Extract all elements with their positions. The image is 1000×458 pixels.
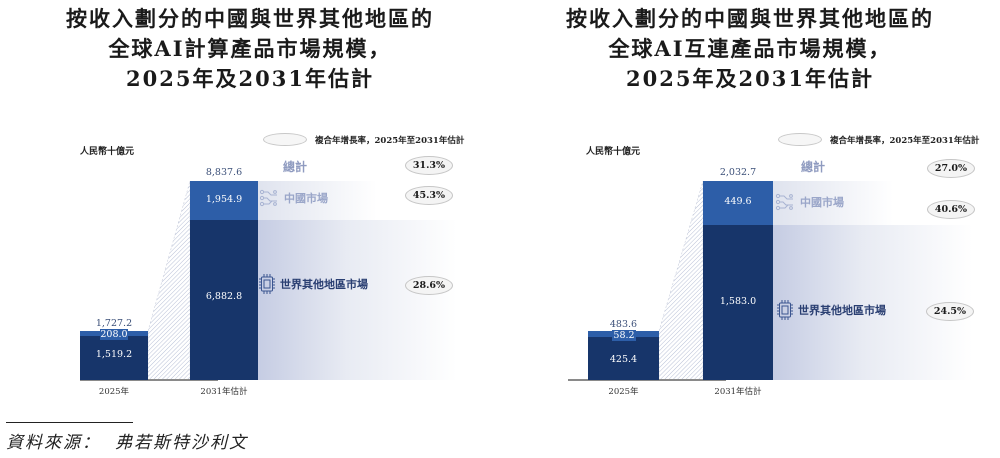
title-line-1: 按收入劃分的中國與世界其他地區的 [66,6,434,31]
bar-2025-row [588,337,659,380]
source-divider [6,422,133,423]
bar-2031-row-label: 6,882.8 [205,291,243,302]
cagr-legend-text: 複合年增長率，2025年至2031年估計 [830,135,980,146]
x-axis [80,379,218,381]
compute-chart-panel: 按收入劃分的中國與世界其他地區的 全球AI計算產品市場規模， 2025年及203… [0,0,500,400]
growth-connector [148,181,191,381]
bar-2031-total-label: 8,837.6 [205,167,243,178]
china-label-text: 中國市場 [800,196,844,209]
cagr-legend-text: 複合年增長率，2025年至2031年估計 [315,135,465,146]
row-series-label: 世界其他地區市場 [259,274,368,294]
cagr-row-pill: 28.6% [405,276,453,295]
chip-icon [259,274,275,294]
china-series-label: 中國市場 [775,193,844,211]
circuit-icon [775,193,793,211]
interconnect-chart-panel: 按收入劃分的中國與世界其他地區的 全球AI互連產品市場規模， 2025年及203… [500,0,1000,400]
bar-2031-china [190,181,258,220]
bar-2025-total-label: 1,727.2 [95,318,133,329]
source-note: 資料來源： 弗若斯特沙利文 [6,428,248,453]
bar-2031-total-label: 2,032.7 [719,167,757,178]
bar-2025-row [80,336,148,380]
x-tick-2025: 2025年 [608,387,639,397]
chart-title: 按收入劃分的中國與世界其他地區的 全球AI計算產品市場規模， 2025年及203… [0,4,500,94]
row-band [257,220,457,380]
china-series-label: 中國市場 [259,189,328,207]
title-line-2: 全球AI互連產品市場規模， [608,36,892,61]
title-line-1: 按收入劃分的中國與世界其他地區的 [566,6,934,31]
x-tick-2031: 2031年估計 [200,387,248,397]
bar-2031-china [703,181,773,225]
circuit-icon [259,189,277,207]
x-axis [568,379,726,381]
cagr-total-pill: 31.3% [405,156,453,175]
bar-2025-row-label: 1,519.2 [95,349,133,360]
row-label-text: 世界其他地區市場 [280,278,368,291]
cagr-total-pill: 27.0% [927,159,975,178]
row-series-label: 世界其他地區市場 [777,300,886,320]
title-line-3: 2025年及2031年估計 [126,66,374,91]
x-tick-2031: 2031年估計 [714,387,762,397]
total-label-text: 總計 [801,160,826,174]
unit-label: 人民幣十億元 [80,147,135,157]
cagr-legend: 複合年增長率，2025年至2031年估計 [778,133,979,146]
total-series-label: 總計 [801,158,825,175]
bar-2031-china-label: 1,954.9 [205,194,243,205]
bar-2025-china-label: 208.0 [100,329,128,340]
cagr-legend: 複合年增長率，2025年至2031年估計 [263,133,464,146]
row-label-text: 世界其他地區市場 [798,304,886,317]
bar-2031-row [190,220,258,380]
growth-connector [659,181,704,381]
china-band [773,181,893,225]
title-line-2: 全球AI計算產品市場規模， [108,36,392,61]
source-value: 弗若斯特沙利文 [115,433,248,453]
bar-2025-row-label: 425.4 [609,354,638,365]
x-tick-2025: 2025年 [98,387,130,397]
china-label-text: 中國市場 [284,192,328,205]
bar-2025-total-label: 483.6 [609,319,638,330]
bar-2031-row-label: 1,583.0 [719,296,757,307]
bar-2025-china-label: 58.2 [612,330,636,341]
cagr-china-pill: 40.6% [927,200,975,219]
total-series-label: 總計 [283,158,307,175]
cagr-legend-oval-icon [778,133,822,146]
bar-2031-row [703,225,773,380]
chart-title: 按收入劃分的中國與世界其他地區的 全球AI互連產品市場規模， 2025年及203… [500,4,1000,94]
cagr-china-pill: 45.3% [405,186,453,205]
total-label-text: 總計 [283,160,308,174]
chip-icon [777,300,793,320]
unit-label: 人民幣十億元 [586,147,641,157]
source-label: 資料來源： [6,433,101,453]
bar-2031-china-label: 449.6 [724,196,752,207]
cagr-legend-oval-icon [263,133,307,146]
title-line-3: 2025年及2031年估計 [626,66,874,91]
cagr-row-pill: 24.5% [926,302,974,321]
